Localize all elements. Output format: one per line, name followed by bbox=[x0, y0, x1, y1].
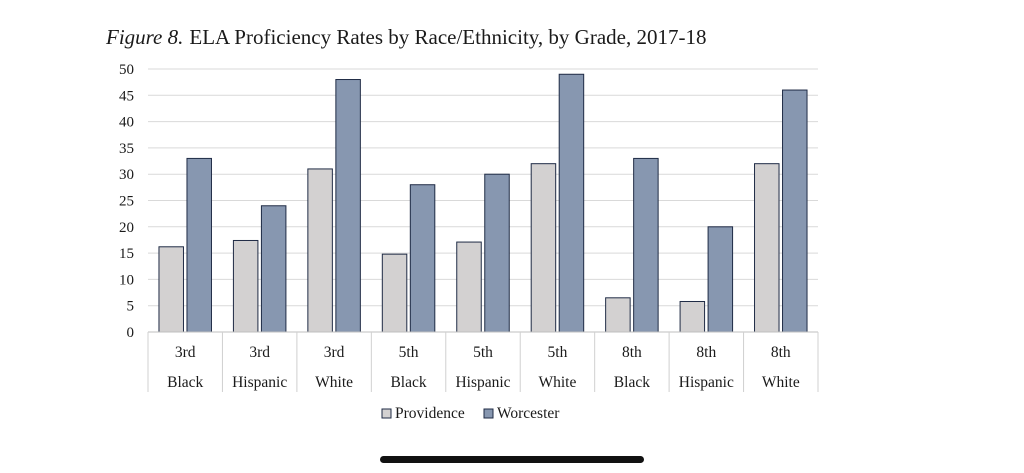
bar-worcester-8th-black bbox=[633, 157, 659, 333]
chart-title: Figure 8. ELA Proficiency Rates by Race/E… bbox=[105, 25, 706, 49]
y-tick-label: 5 bbox=[127, 299, 135, 315]
x-tick-group: Black bbox=[614, 374, 650, 391]
x-tick-grade: 8th bbox=[771, 344, 791, 361]
x-tick-grade: 8th bbox=[622, 344, 642, 361]
bar-providence-8th-hispanic bbox=[679, 300, 706, 333]
x-tick-group: Hispanic bbox=[679, 374, 734, 391]
x-tick-grade: 5th bbox=[548, 344, 568, 361]
bar-worcester-3rd-black bbox=[186, 157, 212, 333]
legend: Providence Worcester bbox=[381, 405, 560, 422]
bar-providence-8th-white bbox=[754, 163, 780, 333]
x-tick-group: White bbox=[762, 374, 800, 391]
bar-providence-5th-white bbox=[530, 163, 557, 333]
bar-providence-5th-black bbox=[381, 253, 408, 333]
x-tick-group: Black bbox=[167, 374, 203, 391]
bar-worcester-8th-white bbox=[782, 89, 808, 333]
bar-providence-5th-hispanic bbox=[456, 241, 482, 333]
x-tick-grade: 3rd bbox=[175, 344, 196, 361]
bar-worcester-5th-hispanic bbox=[484, 173, 510, 333]
bar-providence-3rd-black bbox=[158, 246, 184, 333]
y-tick-label: 50 bbox=[119, 62, 134, 78]
x-tick-grade: 8th bbox=[696, 344, 716, 361]
legend-swatch-providence bbox=[381, 408, 392, 419]
chart-title-main: ELA Proficiency Rates by Race/Ethnicity,… bbox=[189, 25, 706, 49]
x-tick-grade: 3rd bbox=[249, 344, 270, 361]
y-axis-ticks: 0 5 10 15 20 25 30 35 40 45 50 bbox=[119, 62, 134, 341]
x-tick-grade: 3rd bbox=[324, 344, 345, 361]
gridlines bbox=[148, 68, 818, 307]
y-tick-label: 25 bbox=[119, 194, 134, 210]
x-tick-group: Hispanic bbox=[232, 374, 287, 391]
bar-providence-3rd-hispanic bbox=[232, 239, 259, 333]
y-tick-label: 35 bbox=[119, 141, 134, 157]
bar-providence-8th-black bbox=[605, 297, 631, 333]
x-tick-group: White bbox=[315, 374, 353, 391]
y-tick-label: 10 bbox=[119, 272, 134, 288]
y-tick-label: 0 bbox=[127, 325, 135, 341]
chart-title-prefix: Figure 8. bbox=[105, 25, 183, 49]
y-tick-label: 20 bbox=[119, 220, 134, 236]
y-tick-label: 30 bbox=[119, 167, 134, 183]
legend-label-providence: Providence bbox=[395, 405, 465, 422]
y-tick-label: 40 bbox=[119, 115, 134, 131]
x-tick-group: White bbox=[539, 374, 577, 391]
bar-providence-3rd-white bbox=[307, 168, 333, 333]
home-indicator[interactable] bbox=[380, 456, 644, 463]
bar-worcester-8th-hispanic bbox=[707, 226, 734, 333]
x-tick-group: Hispanic bbox=[455, 374, 510, 391]
bar-worcester-5th-white bbox=[558, 73, 585, 333]
legend-swatch-worcester bbox=[483, 408, 494, 419]
bar-worcester-3rd-white bbox=[335, 79, 361, 333]
x-tick-group: Black bbox=[390, 374, 426, 391]
x-axis: 3rd Black 3rd Hispanic 3rd White 5th Black 5th Hi… bbox=[147, 331, 819, 392]
x-tick-grade: 5th bbox=[399, 344, 419, 361]
y-tick-label: 15 bbox=[119, 246, 134, 262]
bar-worcester-3rd-hispanic bbox=[260, 205, 287, 333]
bar-worcester-5th-black bbox=[409, 184, 436, 333]
bars bbox=[158, 73, 808, 333]
x-tick-grade: 5th bbox=[473, 344, 493, 361]
y-tick-label: 45 bbox=[119, 88, 134, 104]
legend-label-worcester: Worcester bbox=[497, 405, 560, 422]
